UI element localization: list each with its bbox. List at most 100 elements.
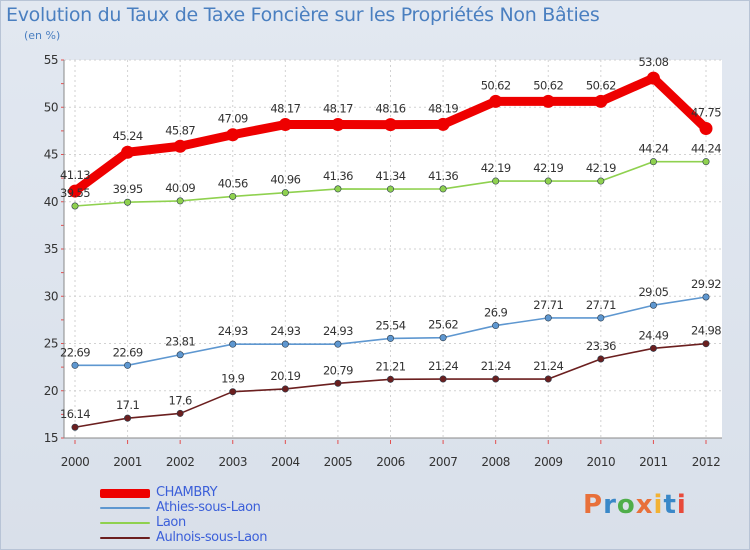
- data-point: [489, 94, 503, 108]
- data-label: 20.79: [323, 363, 353, 377]
- x-tick-label: 2001: [113, 455, 142, 469]
- data-point: [544, 177, 552, 185]
- logo-letter: o: [616, 490, 636, 520]
- y-tick-label: 30: [44, 289, 58, 303]
- data-label: 50.62: [533, 78, 563, 92]
- data-point: [278, 118, 292, 132]
- x-tick-label: 2003: [218, 455, 247, 469]
- data-label: 41.36: [428, 169, 458, 183]
- y-tick-label: 40: [44, 195, 58, 209]
- y-tick-label: 35: [44, 242, 58, 256]
- data-point: [492, 177, 500, 185]
- data-label: 53.08: [638, 55, 668, 69]
- legend-label: Laon: [156, 515, 186, 530]
- data-point: [492, 322, 500, 330]
- data-label: 17.6: [169, 393, 192, 407]
- x-tick-label: 2002: [166, 455, 195, 469]
- data-point: [439, 334, 447, 342]
- data-label: 20.19: [270, 369, 300, 383]
- x-tick-label: 2009: [534, 455, 563, 469]
- data-point: [702, 340, 710, 348]
- data-label: 21.24: [533, 359, 563, 373]
- y-tick-label: 20: [44, 384, 58, 398]
- data-point: [386, 185, 394, 193]
- y-tick-label: 15: [44, 431, 58, 445]
- data-point: [649, 301, 657, 309]
- data-point: [541, 94, 555, 108]
- x-tick-label: 2011: [639, 455, 668, 469]
- proxiti-logo: Proxiti: [583, 490, 687, 520]
- data-point: [597, 355, 605, 363]
- logo-letter: P: [583, 490, 604, 520]
- legend-label: CHAMBRY: [156, 485, 218, 500]
- y-tick-label: 50: [44, 100, 58, 114]
- data-label: 22.69: [60, 345, 90, 359]
- data-label: 16.14: [60, 407, 90, 421]
- data-label: 44.24: [638, 142, 668, 156]
- data-label: 24.93: [323, 324, 353, 338]
- data-label: 44.24: [691, 142, 721, 156]
- data-point: [124, 361, 132, 369]
- data-label: 22.69: [113, 345, 143, 359]
- data-label: 25.62: [428, 318, 458, 332]
- data-label: 45.87: [165, 123, 195, 137]
- data-point: [649, 158, 657, 166]
- logo-letter: i: [653, 490, 664, 520]
- data-label: 26.9: [484, 306, 507, 320]
- data-label: 23.36: [586, 339, 616, 353]
- data-label: 41.34: [376, 169, 406, 183]
- x-tick-label: 2008: [481, 455, 510, 469]
- data-point: [229, 340, 237, 348]
- logo-letter: x: [635, 490, 654, 520]
- data-label: 41.13: [60, 168, 90, 182]
- data-label: 40.56: [218, 176, 248, 190]
- data-label: 19.9: [221, 372, 244, 386]
- data-label: 25.54: [376, 318, 406, 332]
- data-point: [386, 334, 394, 342]
- data-label: 27.71: [533, 298, 563, 312]
- data-point: [649, 344, 657, 352]
- data-label: 29.92: [691, 277, 721, 291]
- legend-swatch: [100, 488, 150, 498]
- y-tick-label: 45: [44, 148, 58, 162]
- data-point: [124, 198, 132, 206]
- data-label: 48.16: [376, 102, 406, 116]
- data-point: [439, 185, 447, 193]
- data-point: [702, 158, 710, 166]
- data-point: [71, 423, 79, 431]
- data-point: [71, 202, 79, 210]
- data-point: [334, 379, 342, 387]
- data-label: 24.98: [691, 324, 721, 338]
- data-label: 50.62: [586, 78, 616, 92]
- data-label: 47.75: [691, 106, 721, 120]
- data-point: [594, 94, 608, 108]
- data-point: [492, 375, 500, 383]
- data-point: [331, 118, 345, 132]
- data-point: [544, 375, 552, 383]
- x-tick-label: 2005: [324, 455, 353, 469]
- data-point: [384, 118, 397, 132]
- logo-letter: r: [603, 490, 617, 520]
- data-point: [226, 128, 240, 142]
- data-point: [229, 388, 237, 396]
- data-point: [439, 375, 447, 383]
- logo-letter: i: [676, 490, 687, 520]
- data-label: 42.19: [533, 161, 563, 175]
- data-label: 40.09: [165, 181, 195, 195]
- legend-label: Aulnois-sous-Laon: [156, 530, 268, 545]
- data-label: 24.49: [638, 328, 668, 342]
- data-point: [68, 184, 82, 198]
- x-tick-label: 2006: [376, 455, 405, 469]
- x-tick-label: 2007: [429, 455, 458, 469]
- data-point: [597, 314, 605, 322]
- x-tick-label: 2000: [61, 455, 90, 469]
- data-label: 27.71: [586, 298, 616, 312]
- chart-title: Evolution du Taux de Taxe Foncière sur l…: [6, 4, 600, 26]
- data-point: [597, 177, 605, 185]
- data-label: 39.95: [113, 182, 143, 196]
- data-label: 21.24: [481, 359, 511, 373]
- data-label: 42.19: [481, 161, 511, 175]
- data-label: 21.24: [428, 359, 458, 373]
- data-label: 45.24: [113, 129, 143, 143]
